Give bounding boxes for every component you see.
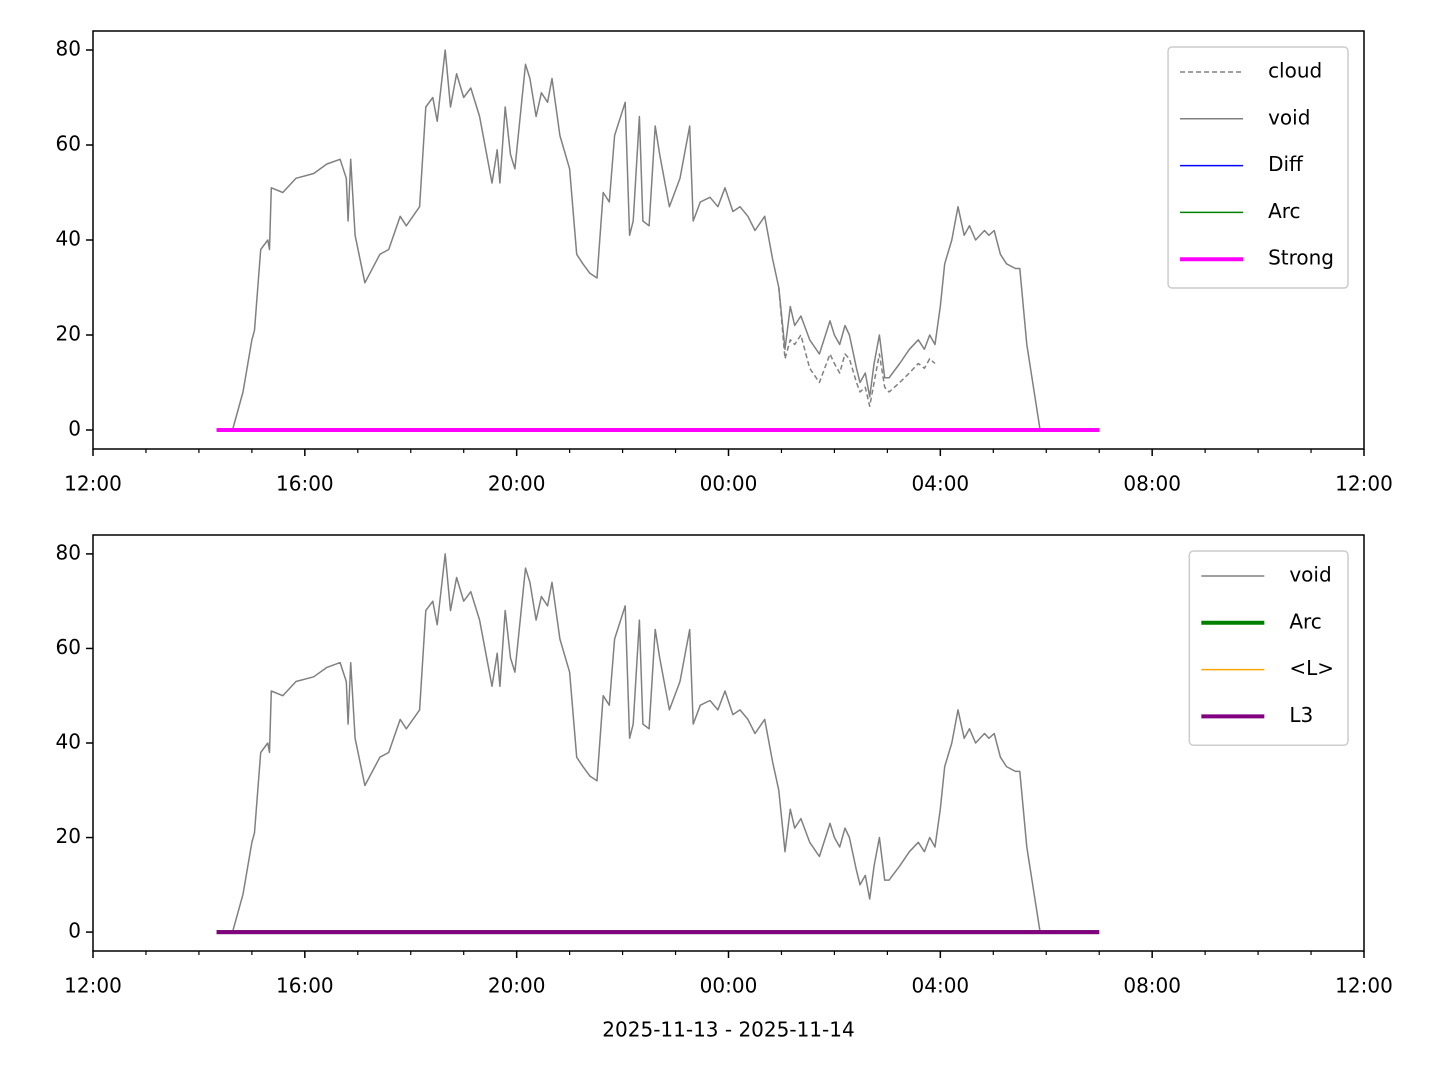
legend-label: void [1268, 105, 1310, 129]
series-line [231, 553, 1041, 933]
y-tick-label: 40 [56, 227, 81, 251]
legend-label: Arc [1268, 199, 1300, 223]
legend-label: L3 [1289, 703, 1313, 727]
x-tick-label: 00:00 [700, 472, 758, 496]
y-tick-label: 40 [56, 730, 81, 754]
legend-label: <L> [1289, 656, 1334, 680]
x-tick-label: 16:00 [276, 472, 334, 496]
legend-label: cloud [1268, 59, 1322, 83]
x-tick-label: 00:00 [700, 974, 758, 998]
legend-label: Strong [1268, 246, 1334, 270]
x-tick-label: 12:00 [64, 472, 122, 496]
series-line [778, 287, 936, 408]
x-tick-label: 04:00 [912, 974, 970, 998]
x-tick-label: 08:00 [1123, 472, 1181, 496]
x-tick-label: 04:00 [912, 472, 970, 496]
x-tick-label: 16:00 [276, 974, 334, 998]
legend: void Arc <L> L3 [1188, 550, 1349, 746]
y-tick-label: 20 [56, 322, 81, 346]
legend-frame [1167, 46, 1349, 289]
legend-label: void [1289, 563, 1331, 587]
y-tick-label: 80 [56, 540, 81, 564]
axes: 0 20 40 60 80 12:00 16:00 20:00 00:00 04:00 08:00 1… [56, 30, 1393, 496]
y-tick-label: 0 [68, 417, 81, 441]
legend-label: Diff [1268, 152, 1304, 176]
x-tick-label: 12:00 [1335, 472, 1393, 496]
y-tick-label: 0 [68, 919, 81, 943]
legend-frame [1188, 550, 1349, 746]
x-axis-label: 2025-11-13 - 2025-11-14 [602, 1018, 854, 1042]
y-tick-label: 60 [56, 635, 81, 659]
x-tick-label: 20:00 [488, 472, 546, 496]
axes-frame [92, 30, 1365, 450]
y-tick-label: 20 [56, 824, 81, 848]
y-tick-label: 60 [56, 132, 81, 156]
x-tick-label: 12:00 [64, 974, 122, 998]
legend-label: Arc [1289, 609, 1321, 633]
x-tick-label: 08:00 [1123, 974, 1181, 998]
x-tick-label: 20:00 [488, 974, 546, 998]
axes: 0 20 40 60 80 12:00 16:00 20:00 00:00 04:00 08:00 1… [56, 534, 1393, 1042]
y-tick-label: 80 [56, 37, 81, 61]
series-line [231, 49, 1041, 431]
x-tick-label: 12:00 [1335, 974, 1393, 998]
legend: cloud void Diff Arc Strong [1167, 46, 1349, 289]
axes-frame [92, 534, 1365, 952]
